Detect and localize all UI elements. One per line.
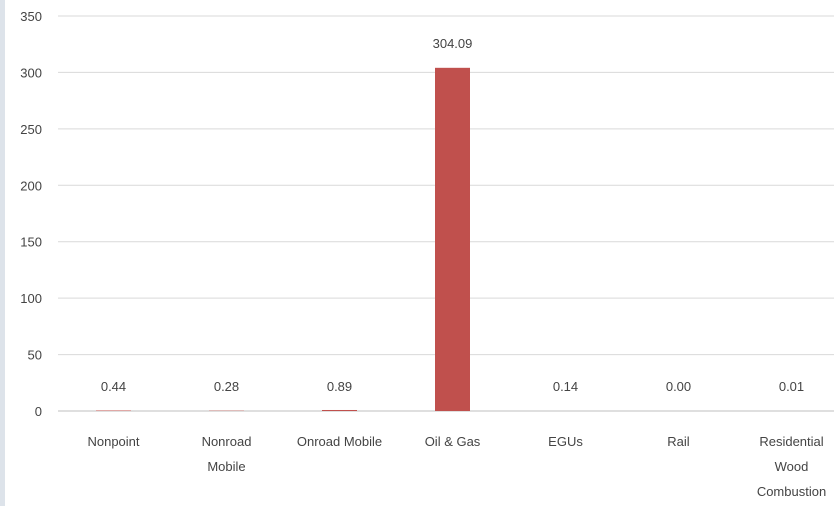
x-category-label: Oil & Gas <box>425 434 481 449</box>
y-tick-label: 0 <box>35 404 42 419</box>
y-tick-label: 350 <box>20 9 42 24</box>
y-tick-label: 200 <box>20 178 42 193</box>
data-label: 0.44 <box>101 379 126 394</box>
x-category-label: Nonpoint <box>87 434 139 449</box>
x-category-label: Mobile <box>207 459 245 474</box>
x-category-label: Wood <box>775 459 809 474</box>
y-tick-label: 150 <box>20 235 42 250</box>
data-label: 0.01 <box>779 379 804 394</box>
y-tick-label: 50 <box>28 348 42 363</box>
bar <box>435 67 470 411</box>
y-tick-label: 250 <box>20 122 42 137</box>
data-label: 0.89 <box>327 379 352 394</box>
left-edge-border <box>0 0 5 506</box>
data-label: 304.09 <box>433 36 473 51</box>
data-label: 0.28 <box>214 379 239 394</box>
y-tick-label: 300 <box>20 65 42 80</box>
x-category-label: Rail <box>667 434 690 449</box>
y-tick-label: 100 <box>20 291 42 306</box>
data-label: 0.14 <box>553 379 578 394</box>
data-label: 0.00 <box>666 379 691 394</box>
x-category-label: EGUs <box>548 434 583 449</box>
x-category-label: Nonroad <box>202 434 252 449</box>
bar <box>322 409 357 411</box>
x-category-label: Onroad Mobile <box>297 434 382 449</box>
x-category-label: Combustion <box>757 484 826 499</box>
x-category-label: Residential <box>759 434 823 449</box>
